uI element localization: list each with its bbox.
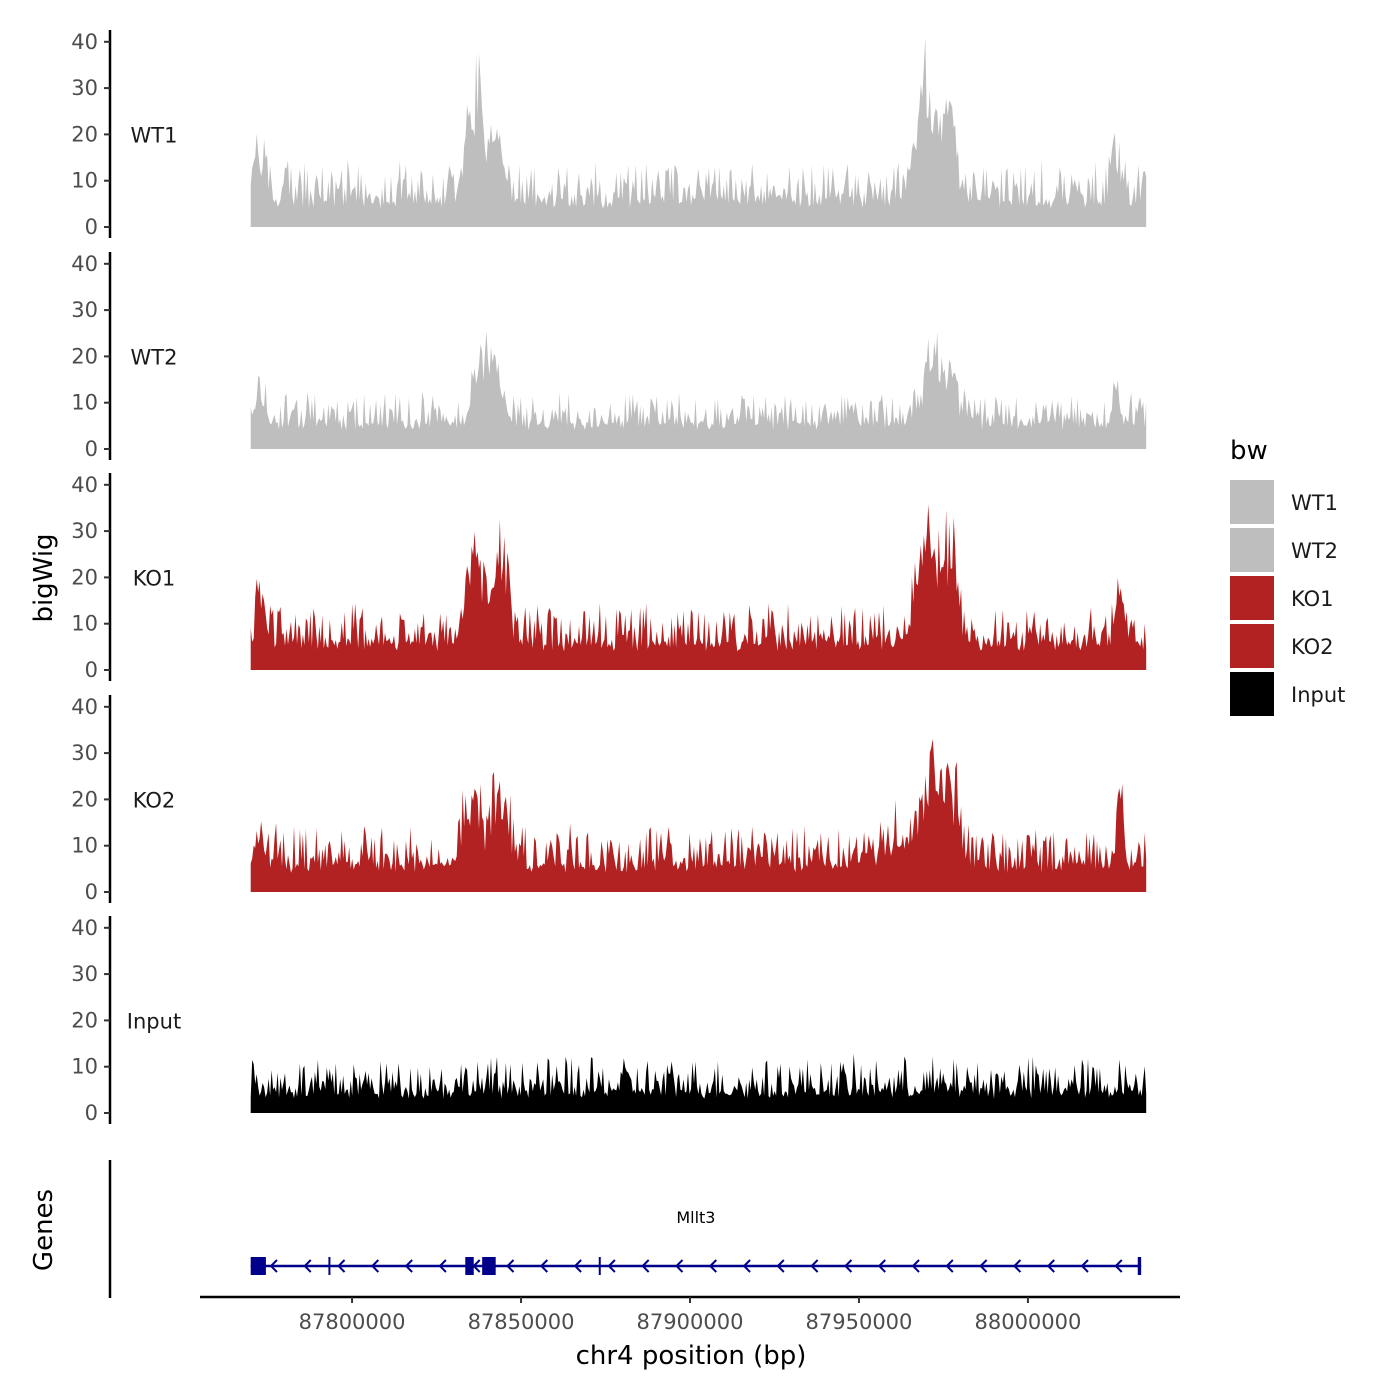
legend-swatch-ko2 xyxy=(1230,624,1274,668)
y-tick-label: 40 xyxy=(71,30,98,54)
strand-arrow xyxy=(810,1259,819,1273)
y-tick-label: 10 xyxy=(71,169,98,193)
track-label: Input xyxy=(127,1009,181,1033)
track-label: WT1 xyxy=(131,123,178,147)
legend-title: bw xyxy=(1230,436,1268,466)
signal-area-input xyxy=(250,1053,1147,1113)
y-tick-label: 30 xyxy=(71,76,98,100)
y-tick-label: 10 xyxy=(71,834,98,858)
signal-area-wt1 xyxy=(250,37,1147,228)
y-tick-label: 30 xyxy=(71,298,98,322)
x-tick-label: 87800000 xyxy=(299,1310,406,1334)
track-label: KO2 xyxy=(133,788,176,812)
strand-arrow xyxy=(844,1259,853,1273)
gene-mllt3: Mllt3 xyxy=(250,1208,1142,1275)
exon xyxy=(598,1257,601,1275)
exon xyxy=(465,1257,474,1275)
x-axis: 87800000 87850000 87900000 87950000 88000000 xyxy=(200,1295,1180,1334)
strand-arrow xyxy=(1046,1259,1055,1273)
y-tick-label: 20 xyxy=(71,122,98,146)
legend-swatch-wt2 xyxy=(1230,528,1274,572)
y-tick-label: 0 xyxy=(85,1101,98,1125)
strand-arrow xyxy=(911,1259,920,1273)
y-tick-label: 20 xyxy=(71,787,98,811)
legend-label-ko1: KO1 xyxy=(1291,587,1334,611)
signal-tracks: 0 10 20 30 40 WT1 0 10 20 30 40 WT2 0 10 20 30 40 KO1 0 10 2… xyxy=(71,30,1147,1125)
legend-label-wt2: WT2 xyxy=(1291,539,1338,563)
strand-arrow xyxy=(945,1259,954,1273)
strand-arrow xyxy=(506,1259,515,1273)
strand-arrow xyxy=(675,1259,684,1273)
y-tick-label: 10 xyxy=(71,1055,98,1079)
genes-track: Mllt3 xyxy=(108,1160,1142,1298)
strand-arrow xyxy=(641,1259,650,1273)
y-tick-label: 40 xyxy=(71,252,98,276)
strand-arrow xyxy=(404,1259,413,1273)
y-tick-label: 20 xyxy=(71,565,98,589)
strand-arrow xyxy=(573,1259,582,1273)
y-tick-label: 0 xyxy=(85,880,98,904)
track-ko2: 0 10 20 30 40 KO2 xyxy=(71,695,1147,904)
y-tick-label: 10 xyxy=(71,391,98,415)
strand-arrow xyxy=(337,1259,346,1273)
y-tick-label: 10 xyxy=(71,612,98,636)
x-tick-label: 87850000 xyxy=(468,1310,575,1334)
strand-arrow xyxy=(370,1259,380,1273)
x-axis-title: chr4 position (bp) xyxy=(576,1341,807,1371)
x-tick-label: 88000000 xyxy=(974,1310,1081,1334)
y-tick-label: 30 xyxy=(71,962,98,986)
strand-arrow xyxy=(269,1259,278,1273)
legend-swatch-ko1 xyxy=(1230,576,1274,620)
legend: bw WT1 WT2 KO1 KO2 Input xyxy=(1230,436,1345,716)
track-input: 0 10 20 30 40 Input xyxy=(71,916,1147,1125)
strand-arrow xyxy=(877,1259,886,1273)
y-tick-label: 30 xyxy=(71,741,98,765)
y-tick-label: 40 xyxy=(71,916,98,940)
strand-arrow xyxy=(979,1259,988,1273)
legend-swatch-input xyxy=(1230,672,1274,716)
strand-arrow xyxy=(708,1259,717,1273)
y-tick-label: 20 xyxy=(71,1008,98,1032)
x-tick-label: 87900000 xyxy=(637,1310,744,1334)
strand-arrow xyxy=(607,1259,616,1273)
track-ko1: 0 10 20 30 40 KO1 xyxy=(71,473,1147,682)
strand-arrow xyxy=(303,1259,312,1273)
legend-label-input: Input xyxy=(1291,683,1345,707)
legend-label-wt1: WT1 xyxy=(1291,491,1338,515)
track-wt1: 0 10 20 30 40 WT1 xyxy=(71,30,1147,239)
strand-arrow xyxy=(1080,1259,1089,1273)
y-tick-label: 0 xyxy=(85,658,98,682)
y-tick-label: 40 xyxy=(71,695,98,719)
legend-swatch-wt1 xyxy=(1230,480,1274,524)
y-tick-label: 20 xyxy=(71,344,98,368)
track-wt2: 0 10 20 30 40 WT2 xyxy=(71,252,1147,461)
y-axis-title: bigWig xyxy=(29,533,59,622)
signal-area-ko1 xyxy=(250,504,1147,670)
strand-arrow xyxy=(742,1259,751,1273)
exon xyxy=(250,1257,266,1275)
genes-track-title: Genes xyxy=(29,1189,59,1271)
exon xyxy=(482,1257,496,1275)
y-tick-label: 0 xyxy=(85,437,98,461)
y-tick-label: 40 xyxy=(71,473,98,497)
x-tick-label: 87950000 xyxy=(806,1310,913,1334)
strand-arrow xyxy=(776,1259,785,1273)
strand-arrow xyxy=(539,1259,549,1273)
y-tick-label: 30 xyxy=(71,519,98,543)
signal-area-wt2 xyxy=(250,331,1147,449)
strand-arrow xyxy=(1012,1259,1022,1273)
strand-arrow xyxy=(438,1259,447,1273)
track-label: WT2 xyxy=(131,345,178,369)
track-label: KO1 xyxy=(133,566,176,590)
gene-name: Mllt3 xyxy=(676,1208,715,1227)
exon xyxy=(328,1257,331,1275)
legend-label-ko2: KO2 xyxy=(1291,635,1334,659)
signal-area-ko2 xyxy=(250,738,1147,892)
strand-arrow xyxy=(1114,1259,1123,1273)
y-tick-label: 0 xyxy=(85,215,98,239)
exon xyxy=(1137,1257,1142,1275)
